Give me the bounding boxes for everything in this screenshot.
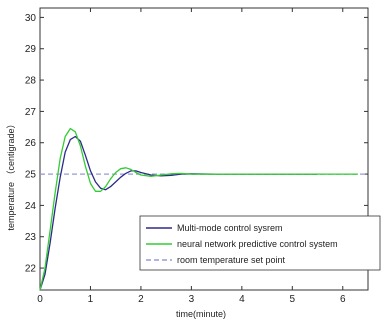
y-tick-label: 26 bbox=[25, 138, 37, 149]
y-tick-label: 30 bbox=[25, 13, 37, 24]
y-axis-title: temperature （centigrade） bbox=[6, 119, 16, 230]
legend-label-1: neural network predictive control system bbox=[177, 239, 338, 249]
x-tick-label: 1 bbox=[88, 294, 94, 305]
legend-label-2: room temperature set point bbox=[177, 255, 286, 265]
y-tick-label: 24 bbox=[25, 201, 37, 212]
x-tick-label: 4 bbox=[239, 294, 245, 305]
x-tick-label: 2 bbox=[138, 294, 144, 305]
x-tick-label: 3 bbox=[189, 294, 195, 305]
y-tick-label: 22 bbox=[25, 264, 37, 275]
y-tick-label: 23 bbox=[25, 232, 37, 243]
legend-label-0: Multi-mode control sysrem bbox=[177, 223, 283, 233]
legend-box bbox=[139, 215, 381, 271]
x-tick-label: 5 bbox=[290, 294, 296, 305]
y-tick-label: 28 bbox=[25, 76, 37, 87]
series-line-1 bbox=[39, 127, 358, 291]
y-tick-label: 25 bbox=[25, 170, 37, 181]
x-axis-title: time(minute) bbox=[176, 309, 226, 319]
y-tick-label: 27 bbox=[25, 107, 37, 118]
x-tick-label: 0 bbox=[37, 294, 43, 305]
y-tick-label: 29 bbox=[25, 44, 37, 55]
x-tick-label: 6 bbox=[340, 294, 346, 305]
